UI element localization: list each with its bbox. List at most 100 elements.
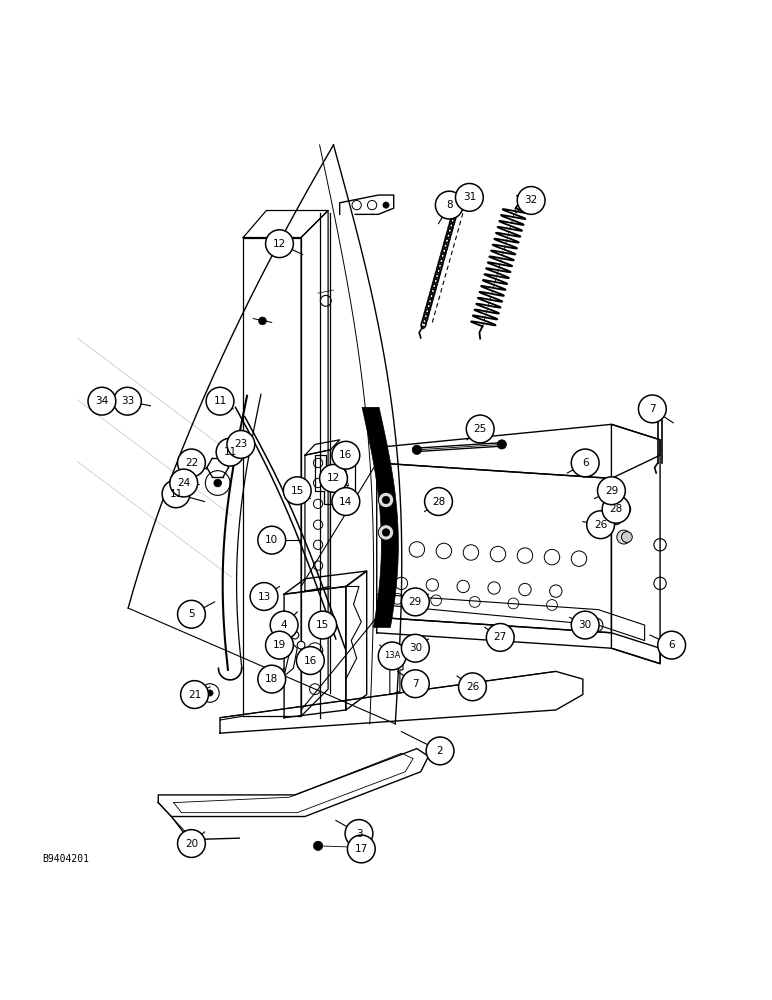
Text: 13: 13: [257, 591, 271, 601]
Circle shape: [383, 202, 389, 208]
Circle shape: [313, 841, 323, 850]
Text: 7: 7: [649, 404, 655, 414]
Circle shape: [621, 532, 632, 542]
Text: 5: 5: [188, 609, 195, 619]
Text: 29: 29: [604, 486, 618, 496]
Circle shape: [184, 836, 199, 851]
Circle shape: [227, 431, 255, 458]
Circle shape: [258, 526, 286, 554]
Circle shape: [206, 387, 234, 415]
Circle shape: [587, 511, 615, 539]
Circle shape: [382, 529, 390, 536]
Circle shape: [425, 488, 452, 515]
Text: B9404201: B9404201: [42, 854, 90, 864]
Circle shape: [88, 387, 116, 415]
Circle shape: [309, 611, 337, 639]
Text: 22: 22: [185, 458, 198, 468]
Text: 20: 20: [185, 839, 198, 849]
Circle shape: [378, 525, 394, 540]
Circle shape: [178, 830, 205, 857]
Circle shape: [250, 583, 278, 610]
Circle shape: [178, 600, 205, 628]
Text: 34: 34: [95, 396, 109, 406]
Circle shape: [270, 611, 298, 639]
Text: 11: 11: [223, 447, 237, 457]
Circle shape: [602, 495, 630, 523]
Circle shape: [297, 641, 305, 649]
Text: 30: 30: [578, 620, 592, 630]
Text: 12: 12: [273, 239, 286, 249]
Circle shape: [455, 183, 483, 211]
Text: 28: 28: [609, 504, 623, 514]
Circle shape: [162, 480, 190, 508]
Circle shape: [214, 479, 222, 487]
Text: 25: 25: [473, 424, 487, 434]
Circle shape: [401, 634, 429, 662]
Text: 26: 26: [594, 520, 608, 530]
Text: 29: 29: [408, 597, 422, 607]
Text: 15: 15: [316, 620, 330, 630]
Circle shape: [113, 387, 141, 415]
Text: 6: 6: [669, 640, 675, 650]
Text: 3: 3: [356, 829, 362, 839]
Text: 31: 31: [462, 192, 476, 202]
Circle shape: [258, 665, 286, 693]
Circle shape: [435, 191, 463, 219]
Text: 33: 33: [120, 396, 134, 406]
Text: 30: 30: [408, 643, 422, 653]
Circle shape: [345, 820, 373, 847]
Circle shape: [266, 631, 293, 659]
Circle shape: [283, 477, 311, 505]
Text: 6: 6: [582, 458, 588, 468]
Circle shape: [571, 611, 599, 639]
Circle shape: [611, 514, 621, 525]
Text: 21: 21: [188, 690, 201, 700]
Circle shape: [466, 415, 494, 443]
Circle shape: [286, 621, 293, 629]
Text: 32: 32: [524, 195, 538, 205]
Circle shape: [571, 449, 599, 477]
Text: 2: 2: [437, 746, 443, 756]
Text: 19: 19: [273, 640, 286, 650]
Circle shape: [658, 631, 686, 659]
Text: 27: 27: [493, 632, 507, 642]
Circle shape: [188, 840, 195, 847]
Circle shape: [598, 477, 625, 505]
Circle shape: [517, 187, 545, 214]
Text: 13A: 13A: [384, 651, 401, 660]
Circle shape: [178, 449, 205, 477]
Circle shape: [181, 681, 208, 708]
Text: 11: 11: [169, 489, 183, 499]
Text: 24: 24: [177, 478, 191, 488]
Circle shape: [216, 438, 244, 466]
Text: 4: 4: [281, 620, 287, 630]
Circle shape: [259, 317, 266, 325]
Circle shape: [426, 737, 454, 765]
Text: 12: 12: [327, 473, 340, 483]
Circle shape: [291, 631, 299, 639]
Text: 18: 18: [265, 674, 279, 684]
Circle shape: [170, 469, 198, 497]
Text: 17: 17: [354, 844, 368, 854]
Text: 26: 26: [466, 682, 479, 692]
Text: 16: 16: [339, 450, 353, 460]
Circle shape: [401, 588, 429, 616]
Text: 16: 16: [303, 656, 317, 666]
Text: 7: 7: [412, 679, 418, 689]
Text: 11: 11: [213, 396, 227, 406]
Text: 28: 28: [432, 497, 445, 507]
Circle shape: [497, 440, 506, 449]
Circle shape: [412, 445, 422, 454]
Text: 15: 15: [290, 486, 304, 496]
Circle shape: [296, 647, 324, 674]
Circle shape: [382, 496, 390, 504]
Text: 23: 23: [234, 439, 248, 449]
Circle shape: [378, 642, 406, 670]
Polygon shape: [362, 407, 398, 627]
Circle shape: [401, 670, 429, 698]
Text: 8: 8: [446, 200, 452, 210]
Circle shape: [347, 835, 375, 863]
Circle shape: [638, 395, 666, 423]
Circle shape: [459, 673, 486, 701]
Circle shape: [207, 690, 213, 696]
